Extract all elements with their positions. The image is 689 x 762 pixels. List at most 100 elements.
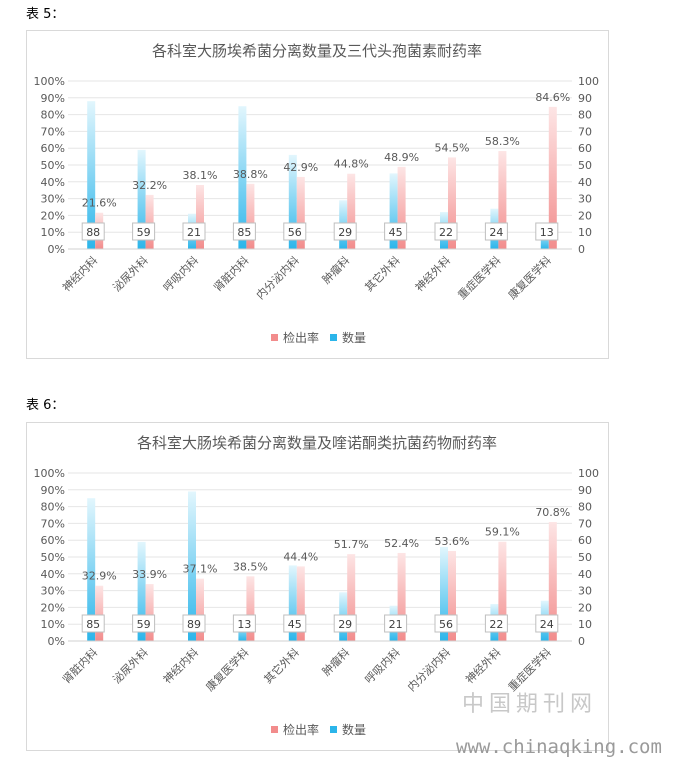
count-label-box	[283, 614, 307, 633]
count-data-label: 56	[288, 226, 302, 239]
count-data-label: 21	[389, 618, 403, 631]
left-axis-tick: 0%	[48, 635, 65, 648]
count-data-label: 21	[187, 226, 201, 239]
count-data-label: 56	[439, 618, 453, 631]
left-axis-tick: 0%	[48, 243, 65, 256]
count-label-box	[333, 614, 357, 633]
category-label: 内分泌内科	[404, 645, 453, 694]
rate-data-label: 38.8%	[233, 168, 268, 181]
count-data-label: 45	[288, 618, 302, 631]
rate-data-label: 44.8%	[334, 158, 369, 171]
count-data-label: 45	[389, 226, 403, 239]
rate-data-label: 37.1%	[183, 563, 218, 576]
legend-swatch-rate	[271, 334, 278, 341]
rate-bar	[498, 541, 507, 641]
left-axis-tick: 20%	[41, 601, 65, 614]
count-bar	[137, 149, 146, 249]
rate-data-label: 70.8%	[535, 506, 570, 519]
right-axis-tick: 10	[578, 618, 592, 631]
legend-label-count: 数量	[342, 330, 366, 345]
count-label-box	[384, 614, 408, 633]
rate-data-label: 44.4%	[283, 550, 318, 563]
right-axis-tick: 20	[578, 601, 592, 614]
rate-data-label: 32.2%	[132, 179, 167, 192]
legend-label-rate: 检出率	[283, 722, 319, 737]
right-axis-tick: 80	[578, 501, 592, 514]
count-label-box	[434, 222, 458, 241]
rate-bar	[448, 157, 456, 249]
rate-bar	[548, 522, 557, 641]
count-bar	[87, 101, 96, 249]
legend-swatch-count	[330, 334, 337, 341]
right-axis-tick: 90	[578, 92, 592, 105]
rate-data-label: 52.4%	[384, 537, 419, 550]
count-data-label: 22	[439, 226, 453, 239]
left-axis-tick: 90%	[41, 484, 65, 497]
category-label: 呼吸内科	[160, 253, 201, 294]
left-axis-tick: 10%	[41, 618, 65, 631]
count-label-box	[81, 222, 105, 241]
rate-bar	[296, 176, 305, 249]
rate-bar	[347, 173, 356, 249]
chart-2: 各科室大肠埃希菌分离数量及喹诺酮类抗菌药物耐药率 0% 10% 20% 30% 40% 50…	[34, 434, 599, 737]
count-data-label: 13	[237, 618, 251, 631]
count-bar	[288, 565, 297, 641]
rate-data-label: 48.9%	[384, 151, 419, 164]
chart-1: 各科室大肠埃希菌分离数量及三代头孢菌素耐药率 0% 10% 20% 30% 40% 50% 6…	[34, 42, 599, 345]
count-bar	[389, 173, 398, 249]
left-axis-tick: 70%	[41, 125, 65, 138]
left-axis-tick: 30%	[41, 585, 65, 598]
rate-data-label: 38.1%	[183, 169, 218, 182]
category-label: 肿瘤科	[319, 253, 352, 286]
count-label-box	[535, 614, 559, 633]
rate-data-label: 58.3%	[485, 135, 520, 148]
right-axis-tick: 0	[578, 243, 585, 256]
count-data-label: 22	[489, 618, 503, 631]
legend-label-count: 数量	[342, 722, 366, 737]
right-axis-tick: 20	[578, 209, 592, 222]
count-label-box	[81, 614, 105, 633]
table-5-label: 表 5：	[26, 7, 65, 22]
rate-data-label: 54.5%	[435, 141, 470, 154]
left-axis-tick: 100%	[34, 75, 65, 88]
rate-bar	[246, 576, 255, 641]
category-label: 呼吸内科	[362, 645, 403, 686]
count-bar	[440, 546, 448, 641]
count-data-label: 24	[489, 226, 503, 239]
left-axis-tick: 40%	[41, 176, 65, 189]
left-axis-tick: 60%	[41, 534, 65, 547]
rate-bar	[145, 194, 154, 249]
count-bar	[87, 498, 96, 641]
category-label: 神经内科	[160, 645, 201, 686]
count-label-box	[384, 222, 408, 241]
right-axis-tick: 80	[578, 109, 592, 122]
rate-data-label: 32.9%	[82, 570, 117, 583]
right-axis-tick: 0	[578, 635, 585, 648]
rate-bar	[448, 550, 456, 641]
left-axis-tick: 20%	[41, 209, 65, 222]
left-axis-tick: 30%	[41, 193, 65, 206]
category-label: 神经外科	[412, 253, 453, 294]
category-label: 肾脏内科	[59, 645, 100, 686]
rate-data-label: 53.6%	[435, 535, 470, 548]
right-axis-tick: 40	[578, 568, 592, 581]
rate-data-label: 33.9%	[132, 568, 167, 581]
left-axis-tick: 80%	[41, 501, 65, 514]
chart-1-frame: 各科室大肠埃希菌分离数量及三代头孢菌素耐药率 0% 10% 20% 30% 40% 50% 6…	[26, 30, 609, 359]
count-label-box	[535, 222, 559, 241]
count-data-label: 13	[540, 226, 554, 239]
right-axis-tick: 60	[578, 534, 592, 547]
category-label: 神经外科	[463, 645, 504, 686]
category-label: 肾脏内科	[211, 253, 252, 294]
category-label: 泌尿外科	[110, 253, 151, 294]
count-label-box	[232, 222, 256, 241]
right-axis-tick: 100	[578, 75, 599, 88]
category-label: 神经内科	[59, 253, 100, 294]
rate-bar	[196, 578, 204, 641]
right-axis-tick: 50	[578, 159, 592, 172]
count-data-label: 29	[338, 226, 352, 239]
category-label: 内分泌内科	[253, 253, 302, 302]
rate-bar	[498, 151, 507, 249]
rate-bar	[548, 106, 557, 249]
rate-bar	[246, 183, 255, 249]
